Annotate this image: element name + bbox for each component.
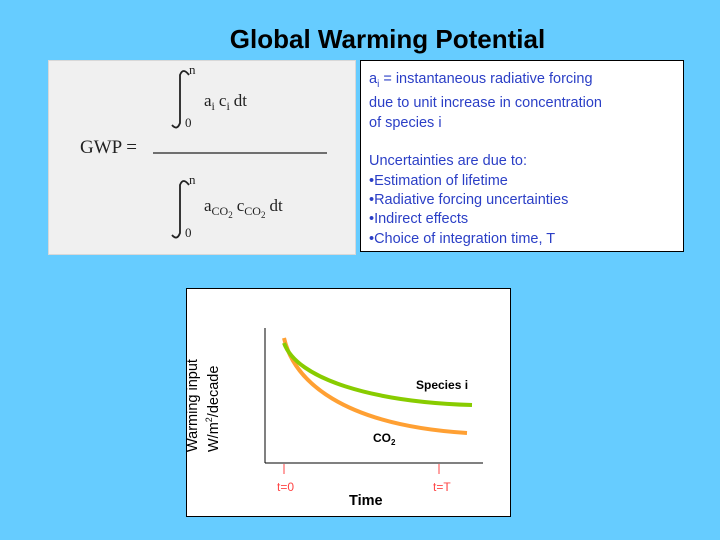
definition-line-3: of species i: [369, 114, 442, 131]
y-axis-label-line-1: Warming input: [185, 359, 201, 452]
tick-end-label: t=T: [433, 480, 451, 494]
definition-line-2: due to unit increase in concentration: [369, 95, 602, 112]
species-i-label: Species i: [416, 378, 468, 392]
uncertainty-item: •Choice of integration time, T: [369, 230, 556, 247]
gwp-equation-panel: GWP = n 0 ai ci dt n 0 aCO2 cCO2 dt: [48, 60, 356, 255]
gwp-notes-box: ai = instantaneous radiative forcing due…: [360, 60, 684, 252]
slide-title: Global Warming Potential: [229, 24, 546, 54]
gwp-equation: GWP = n 0 ai ci dt n 0 aCO2 cCO2 dt: [80, 62, 327, 240]
x-axis-label: Time: [349, 493, 383, 509]
warming-input-diagram: Species i CO2 t=0 t=T Time: [186, 288, 511, 517]
definition-line-1: ai = instantaneous radiative forcing: [369, 71, 593, 90]
numerator-expression: ai ci dt: [204, 91, 247, 113]
y-axis-label: Warming input W/m2/decade: [185, 359, 222, 452]
integral-sign-numerator: [171, 70, 190, 129]
equation-lhs: GWP =: [80, 137, 137, 158]
denominator-lower-limit: 0: [185, 225, 192, 240]
warming-input-plot: Species i CO2 t=0 t=T Time: [264, 328, 483, 509]
uncertainty-item: •Indirect effects: [369, 211, 469, 228]
species-i-curve: [282, 342, 473, 407]
uncertainty-item: •Radiative forcing uncertainties: [369, 191, 569, 208]
co2-label: CO2: [373, 431, 396, 447]
integral-sign-denominator: [171, 180, 190, 239]
denominator-upper-limit: n: [189, 172, 196, 187]
uncertainties-heading: Uncertainties are due to:: [369, 153, 527, 170]
y-axis-label-line-2: W/m2/decade: [204, 365, 222, 452]
denominator-expression: aCO2 cCO2 dt: [204, 196, 283, 220]
tick-start-label: t=0: [277, 480, 294, 494]
numerator-upper-limit: n: [189, 62, 196, 77]
numerator-lower-limit: 0: [185, 115, 192, 130]
uncertainty-item: •Estimation of lifetime: [369, 172, 508, 189]
